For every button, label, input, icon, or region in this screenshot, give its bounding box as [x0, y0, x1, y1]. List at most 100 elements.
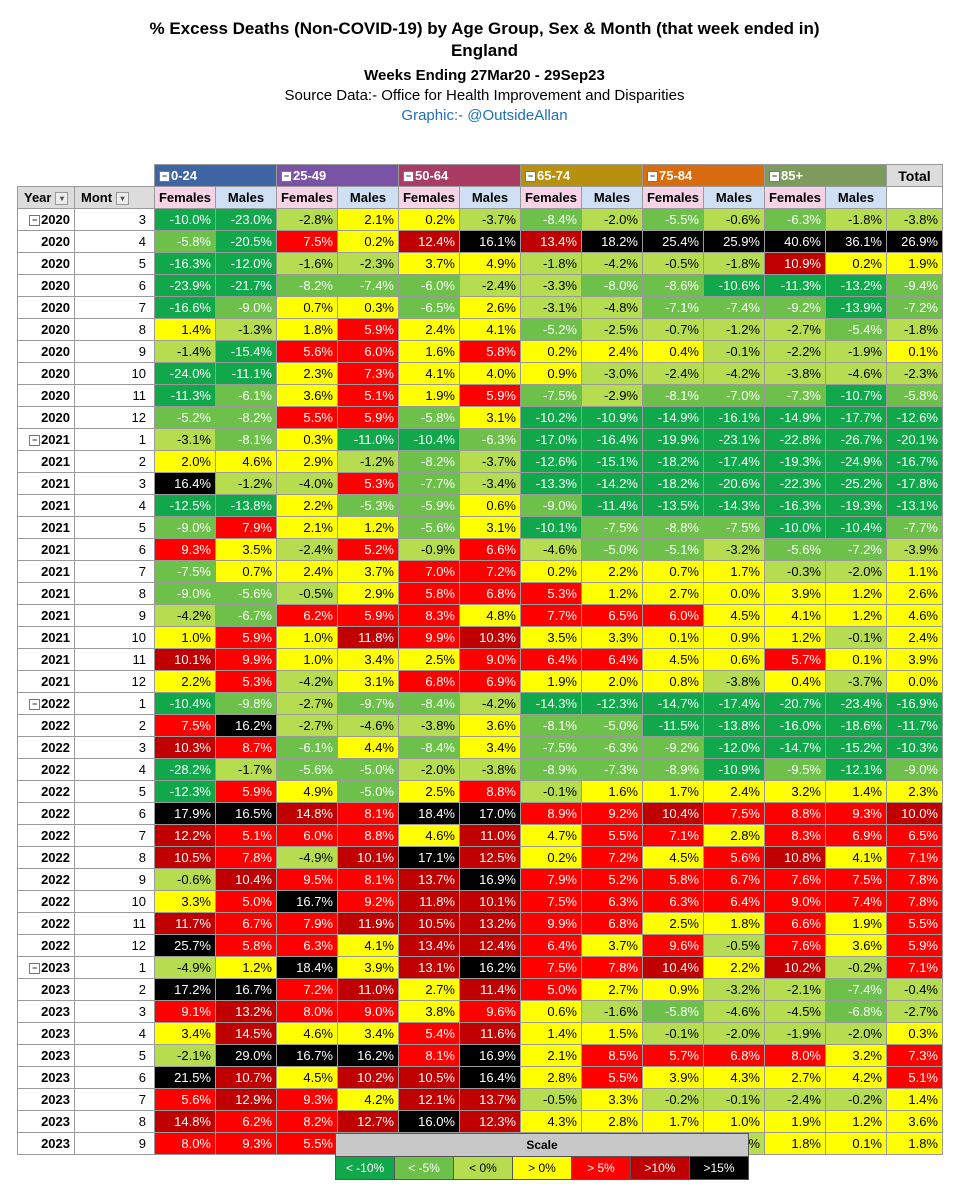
value-cell: 8.9% [520, 802, 582, 825]
value-cell: 6.4% [520, 934, 582, 957]
collapse-icon[interactable]: − [281, 171, 292, 183]
year-cell: 2020 [17, 406, 75, 429]
value-cell: -8.4% [398, 692, 460, 715]
value-cell: 11.0% [337, 978, 399, 1001]
value-cell: 1.6% [398, 340, 460, 363]
value-cell: 18.4% [398, 802, 460, 825]
collapse-icon[interactable]: − [29, 215, 41, 227]
year-value: 2023 [41, 1026, 70, 1041]
total-cell: -13.1% [886, 494, 943, 517]
age-group-header[interactable]: −85+ [764, 164, 887, 187]
year-value: 2023 [41, 1004, 70, 1019]
year-cell[interactable]: −2023 [17, 956, 75, 979]
value-cell: 8.7% [215, 736, 277, 759]
value-cell: 10.2% [764, 956, 826, 979]
month-cell: 3 [74, 1000, 155, 1023]
total-cell: 0.3% [886, 1022, 943, 1045]
value-cell: 8.8% [459, 780, 521, 803]
value-cell: 12.5% [459, 846, 521, 869]
value-cell: -0.5% [703, 934, 765, 957]
value-cell: 1.4% [154, 318, 216, 341]
table-row: 2023 8 14.8% 6.2% 8.2% 12.7% 16.0% 12.3% 4.3% 2.8… [17, 1110, 943, 1133]
value-cell: 5.5% [581, 1066, 643, 1089]
value-cell: -2.5% [581, 318, 643, 341]
month-cell: 3 [74, 472, 155, 495]
month-header-label: Mont [81, 189, 113, 205]
year-cell[interactable]: −2020 [17, 208, 75, 231]
value-cell: -13.9% [825, 296, 887, 319]
value-cell: 12.1% [398, 1088, 460, 1111]
month-cell: 11 [74, 912, 155, 935]
month-header[interactable]: Mont ▾ [74, 186, 155, 209]
value-cell: 5.6% [276, 340, 338, 363]
table-row: 2022 4 -28.2% -1.7% -5.6% -5.0% -2.0% -3.8% -8.9… [17, 758, 943, 781]
value-cell: 0.1% [825, 1132, 887, 1155]
value-cell: 5.3% [337, 472, 399, 495]
value-cell: -24.9% [825, 450, 887, 473]
month-cell: 9 [74, 868, 155, 891]
collapse-icon[interactable]: − [403, 171, 414, 183]
value-cell: 4.0% [459, 362, 521, 385]
age-group-header[interactable]: −0-24 [154, 164, 277, 187]
value-cell: 5.6% [154, 1088, 216, 1111]
age-group-header[interactable]: −65-74 [520, 164, 643, 187]
year-cell[interactable]: −2021 [17, 428, 75, 451]
collapse-icon[interactable]: − [159, 171, 170, 183]
value-cell: 0.2% [520, 340, 582, 363]
value-cell: -5.2% [154, 406, 216, 429]
value-cell: 9.3% [825, 802, 887, 825]
value-cell: 14.8% [276, 802, 338, 825]
value-cell: -10.9% [581, 406, 643, 429]
age-group-header[interactable]: −75-84 [642, 164, 765, 187]
value-cell: 0.2% [825, 252, 887, 275]
age-group-header[interactable]: −50-64 [398, 164, 521, 187]
value-cell: 3.9% [764, 582, 826, 605]
value-cell: -6.8% [825, 1000, 887, 1023]
total-cell: 2.4% [886, 626, 943, 649]
collapse-icon[interactable]: − [525, 171, 536, 183]
value-cell: 2.1% [337, 208, 399, 231]
year-cell: 2020 [17, 318, 75, 341]
value-cell: 5.9% [337, 406, 399, 429]
males-header: Males [703, 186, 765, 209]
value-cell: 10.7% [215, 1066, 277, 1089]
age-group-header[interactable]: −25-49 [276, 164, 399, 187]
month-cell: 3 [74, 208, 155, 231]
value-cell: -1.3% [215, 318, 277, 341]
value-cell: 0.9% [520, 362, 582, 385]
value-cell: 12.4% [459, 934, 521, 957]
value-cell: -6.3% [459, 428, 521, 451]
value-cell: 13.1% [398, 956, 460, 979]
value-cell: -3.8% [764, 362, 826, 385]
value-cell: 11.4% [459, 978, 521, 1001]
value-cell: 0.3% [276, 428, 338, 451]
males-header: Males [459, 186, 521, 209]
collapse-icon[interactable]: − [769, 171, 780, 183]
value-cell: 4.1% [398, 362, 460, 385]
collapse-icon[interactable]: − [29, 963, 41, 975]
value-cell: 5.5% [276, 1132, 338, 1155]
value-cell: -13.3% [520, 472, 582, 495]
value-cell: 2.5% [398, 780, 460, 803]
value-cell: -8.9% [520, 758, 582, 781]
filter-dropdown-icon[interactable]: ▾ [116, 192, 130, 206]
filter-dropdown-icon[interactable]: ▾ [55, 192, 69, 206]
year-cell[interactable]: −2022 [17, 692, 75, 715]
value-cell: 1.7% [703, 560, 765, 583]
value-cell: -13.8% [703, 714, 765, 737]
value-cell: 9.0% [337, 1000, 399, 1023]
value-cell: -6.0% [398, 274, 460, 297]
year-cell: 2023 [17, 978, 75, 1001]
table-row: 2020 6 -23.9% -21.7% -8.2% -7.4% -6.0% -2.4% -3.… [17, 274, 943, 297]
value-cell: 8.1% [337, 802, 399, 825]
value-cell: -19.3% [764, 450, 826, 473]
collapse-icon[interactable]: − [29, 699, 41, 711]
collapse-icon[interactable]: − [29, 435, 41, 447]
year-header[interactable]: Year ▾ [17, 186, 75, 209]
value-cell: 6.7% [215, 912, 277, 935]
value-cell: -7.4% [703, 296, 765, 319]
table-row: 2022 6 17.9% 16.5% 14.8% 8.1% 18.4% 17.0% 8.9% 9.… [17, 802, 943, 825]
collapse-icon[interactable]: − [647, 171, 658, 183]
value-cell: 1.2% [215, 956, 277, 979]
value-cell: -4.6% [520, 538, 582, 561]
